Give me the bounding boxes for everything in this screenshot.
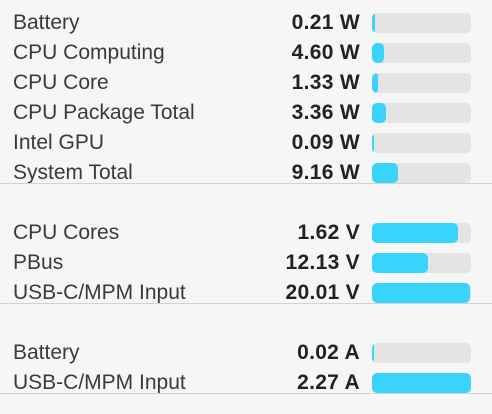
row-reading: 1.33 W [291,71,360,94]
bar-fill [372,223,459,243]
bar-track [372,133,471,153]
row-label: CPU Cores [13,221,120,244]
row-label: System Total [13,161,133,184]
row-label: Battery [13,11,80,34]
bar-fill [372,343,374,363]
bar-fill [372,163,398,183]
bar-fill [372,253,429,273]
row-reading: 0.09 W [291,131,360,154]
row-reading: 20.01 V [285,281,360,304]
section-divider [0,303,492,304]
row-reading: 0.21 W [291,11,360,34]
row-label: Intel GPU [13,131,105,154]
section-divider [0,183,492,184]
bar-track [372,373,471,393]
bar-track [372,343,471,363]
row-label: Battery [13,341,80,364]
bar-fill [372,13,375,33]
bar-track [372,283,471,303]
row-reading: 4.60 W [291,41,360,64]
row-label: CPU Core [13,71,109,94]
row-label: USB-C/MPM Input [13,371,186,394]
bar-fill [372,133,374,153]
row-label: PBus [13,251,64,274]
bar-track [372,43,471,63]
bar-fill [372,43,384,63]
row-reading: 9.16 W [291,161,360,184]
bar-track [372,13,471,33]
bar-track [372,163,471,183]
bar-fill [372,373,471,393]
bar-track [372,73,471,93]
row-reading: 12.13 V [285,251,360,274]
row-reading: 2.27 A [297,371,360,394]
bar-track [372,103,471,123]
row-reading: 0.02 A [297,341,360,364]
row-label: CPU Package Total [13,101,195,124]
bar-track [372,253,471,273]
bar-fill [372,73,378,93]
bar-fill [372,103,386,123]
row-label: USB-C/MPM Input [13,281,186,304]
bar-track [372,223,471,243]
row-reading: 3.36 W [291,101,360,124]
section-divider [0,393,492,394]
row-label: CPU Computing [13,41,165,64]
bar-fill [372,283,470,303]
row-reading: 1.62 V [297,221,360,244]
